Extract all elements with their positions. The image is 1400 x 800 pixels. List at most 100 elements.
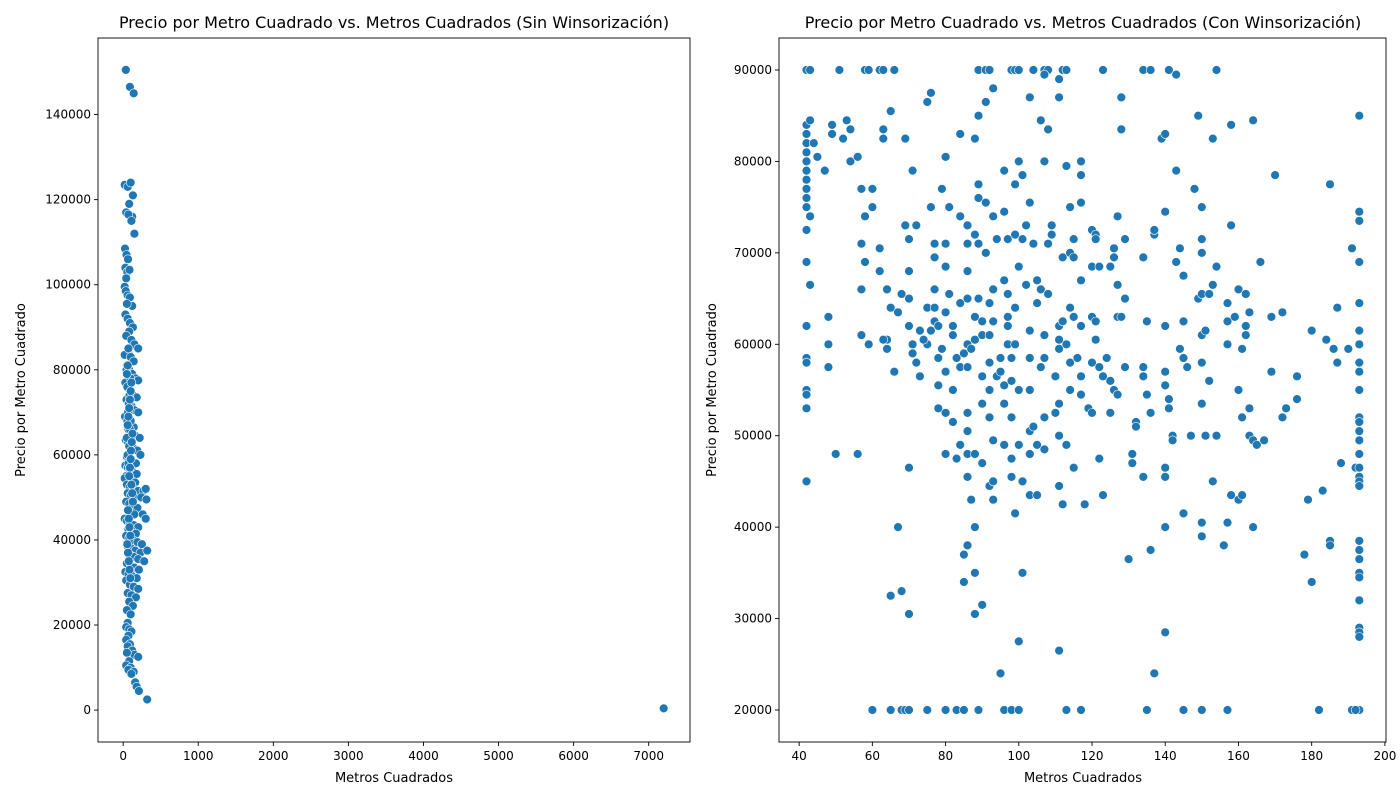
data-point (951, 453, 962, 464)
data-point (126, 445, 136, 456)
data-point (911, 357, 921, 368)
data-point (1120, 234, 1130, 244)
data-point (1237, 344, 1247, 354)
data-point (1014, 705, 1024, 715)
x-tick-label: 80 (938, 749, 953, 763)
data-point (123, 411, 134, 422)
data-point (874, 243, 885, 254)
data-point (1230, 312, 1240, 322)
data-point (970, 568, 980, 578)
left-chart-title: Precio por Metro Cuadrado vs. Metros Cua… (119, 13, 669, 32)
data-point (915, 371, 925, 381)
data-point (878, 124, 888, 135)
data-point (805, 280, 815, 290)
y-tick-label: 90000 (734, 63, 772, 77)
data-point (1138, 371, 1149, 381)
data-point (977, 600, 987, 610)
data-point (124, 513, 134, 524)
data-point (874, 266, 885, 276)
data-point (1090, 316, 1101, 327)
data-point (1021, 280, 1031, 290)
data-point (134, 686, 144, 696)
data-point (1178, 271, 1189, 281)
data-point (1014, 636, 1024, 647)
data-point (1317, 485, 1328, 496)
data-point (922, 97, 932, 107)
data-point (141, 484, 151, 494)
data-point (904, 293, 914, 304)
data-point (900, 133, 910, 144)
data-point (1098, 371, 1108, 381)
data-point (1277, 412, 1288, 423)
data-point (1032, 440, 1042, 450)
data-point (1112, 211, 1123, 222)
x-tick-label: 5000 (483, 749, 514, 763)
data-point (988, 476, 998, 487)
x-tick-label: 40 (791, 749, 806, 763)
x-tick-label: 180 (1300, 749, 1323, 763)
data-point (1025, 385, 1035, 395)
data-point (882, 284, 892, 295)
data-point (1226, 490, 1236, 500)
data-point (907, 348, 918, 359)
data-point (1211, 261, 1222, 272)
data-point (1039, 156, 1050, 167)
data-point (1164, 65, 1174, 75)
data-point (1354, 554, 1365, 564)
data-point (1197, 357, 1207, 368)
data-point (904, 266, 914, 276)
data-point (984, 357, 995, 368)
data-point (1028, 239, 1039, 249)
data-point (933, 380, 943, 391)
data-point (1054, 92, 1064, 103)
data-point (1204, 376, 1214, 386)
data-point (1054, 431, 1064, 441)
data-point (801, 321, 812, 331)
data-point (1222, 705, 1233, 715)
data-point (122, 369, 132, 379)
data-point (988, 284, 998, 295)
data-point (1127, 449, 1138, 459)
data-point (852, 152, 863, 162)
data-point (126, 377, 137, 388)
data-point (1160, 321, 1170, 331)
data-point (1211, 65, 1222, 75)
data-point (1237, 490, 1247, 500)
data-point (962, 540, 973, 551)
data-point (1266, 367, 1277, 377)
data-point (1043, 289, 1053, 299)
data-point (1061, 705, 1072, 715)
data-point (1068, 252, 1079, 263)
data-point (940, 705, 951, 715)
data-point (959, 577, 969, 587)
data-point (1354, 595, 1365, 605)
data-point (801, 357, 812, 368)
y-tick-label: 20000 (734, 703, 772, 717)
data-point (827, 120, 837, 130)
data-point (981, 197, 991, 208)
data-point (1149, 668, 1160, 679)
data-point (1222, 316, 1233, 327)
data-point (999, 207, 1009, 217)
data-point (805, 115, 815, 126)
data-point (904, 321, 914, 331)
data-point (1175, 344, 1185, 354)
data-point (1057, 499, 1068, 509)
data-point (1010, 508, 1020, 519)
data-point (123, 254, 133, 264)
data-point (940, 307, 951, 317)
x-tick-label: 120 (1081, 749, 1104, 763)
data-point (823, 339, 834, 349)
data-point (1025, 92, 1035, 103)
data-point (1354, 426, 1365, 436)
data-point (1105, 261, 1116, 272)
data-point (125, 462, 135, 473)
data-point (1050, 408, 1061, 418)
data-point (1354, 257, 1365, 267)
y-tick-label: 0 (83, 703, 91, 717)
data-point (1112, 389, 1123, 400)
data-point (1167, 435, 1178, 445)
data-point (1241, 330, 1251, 340)
data-point (1354, 325, 1365, 336)
data-point (823, 362, 834, 372)
